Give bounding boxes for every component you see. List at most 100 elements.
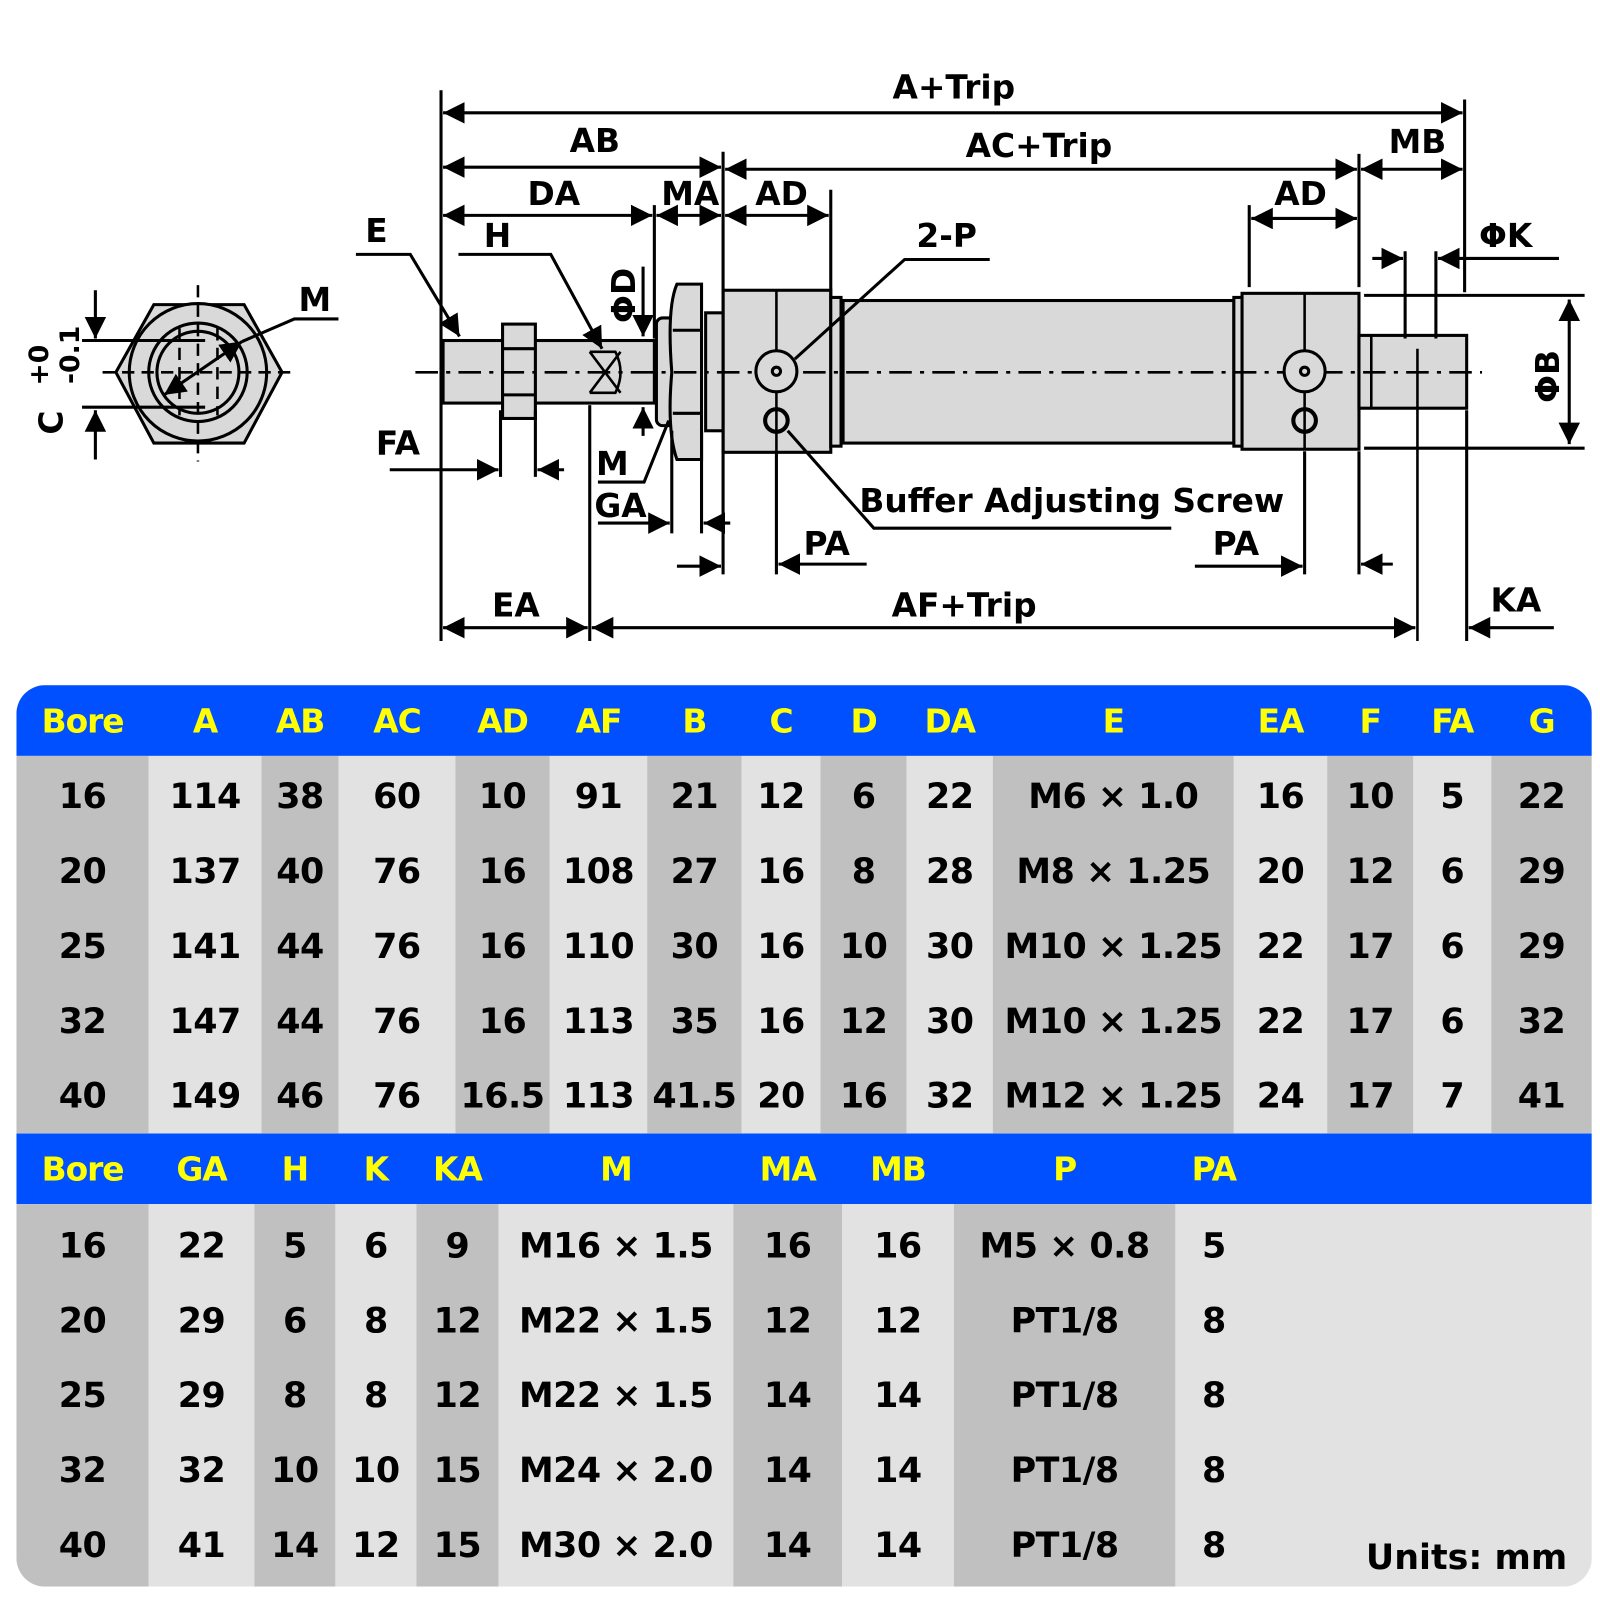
buffer-screw-left	[763, 407, 790, 434]
table-cell: 32	[177, 1449, 226, 1491]
table-cell: 8	[1201, 1374, 1226, 1416]
dimension-lines	[355, 90, 1585, 642]
column-mb	[842, 1204, 954, 1587]
table-header	[16, 1133, 1592, 1205]
table-cell: M6 × 1.0	[1028, 775, 1199, 817]
table-cell: 22	[177, 1225, 226, 1267]
table-cell: 8	[1201, 1449, 1226, 1491]
table-cell: 6	[851, 775, 876, 817]
column-g	[1491, 755, 1592, 1134]
header-e: E	[1102, 701, 1125, 740]
label-af-trip: AF+Trip	[892, 586, 1037, 624]
table-cell: 12	[433, 1374, 482, 1416]
table-cell: 12	[757, 775, 805, 817]
table-cell: 6	[1440, 850, 1465, 892]
table-cell: 12	[839, 1000, 888, 1042]
label-phi-d: ΦD	[605, 268, 643, 323]
table-cell: M24 × 2.0	[518, 1449, 713, 1491]
column-bore	[16, 755, 149, 1134]
table-cell: 76	[373, 1075, 421, 1117]
table-cell: 16	[757, 925, 805, 967]
label-tol-minus: -0.1	[55, 326, 86, 384]
table-cell: 10	[478, 775, 527, 817]
label-ga: GA	[594, 487, 647, 525]
table-cell: 8	[1201, 1299, 1226, 1342]
table-cell: PT1/8	[1010, 1449, 1120, 1491]
table-cell: 20	[58, 1299, 107, 1342]
column-fa	[1413, 755, 1492, 1134]
table-cell: 20	[1256, 850, 1305, 892]
header-da: DA	[924, 701, 976, 740]
header-ma: MA	[759, 1149, 817, 1189]
table-cell: 41	[1517, 1075, 1566, 1117]
header-pa: PA	[1191, 1149, 1237, 1189]
label-c: C	[33, 411, 71, 435]
table-cell: M16 × 1.5	[518, 1225, 713, 1267]
table-cell: 16	[1256, 775, 1305, 817]
table-cell: 32	[58, 1449, 107, 1491]
table-cell: 8	[851, 850, 876, 892]
label-ab: AB	[570, 122, 620, 160]
table-cell: 29	[1517, 850, 1566, 892]
table-cell: 30	[925, 1000, 974, 1042]
column-ac	[338, 755, 456, 1134]
table-cell: 16	[58, 1225, 107, 1267]
table-cell: 7	[1440, 1075, 1465, 1117]
column-f	[1327, 755, 1414, 1134]
column-a	[148, 755, 262, 1134]
table-cell: 14	[763, 1449, 812, 1491]
table-cell: 76	[373, 925, 421, 967]
column-ad	[455, 755, 550, 1134]
header-ea: EA	[1257, 701, 1305, 740]
table-cell: 16	[839, 1075, 888, 1117]
table-cell: PT1/8	[1010, 1299, 1120, 1342]
label-buffer-adjusting-screw: Buffer Adjusting Screw	[859, 482, 1284, 520]
table-cell: 25	[58, 1374, 107, 1416]
table-cell: 29	[177, 1374, 226, 1416]
table-cell: 8	[1201, 1524, 1226, 1566]
table-cell: 29	[1517, 925, 1566, 967]
header-af: AF	[575, 701, 623, 740]
table-cell: 6	[282, 1299, 307, 1342]
table-cell: 16	[478, 850, 527, 892]
table-cell: 91	[574, 775, 623, 817]
units-note: Units: mm	[1365, 1537, 1568, 1579]
table-cell: M12 × 1.25	[1004, 1075, 1223, 1117]
label-ac-trip: AC+Trip	[966, 127, 1113, 165]
table-cell: 8	[282, 1374, 307, 1416]
table-cell: 141	[169, 925, 241, 967]
header-f: F	[1359, 701, 1382, 740]
header-bore: Bore	[41, 1149, 125, 1189]
header-a: A	[192, 701, 218, 740]
header-k: K	[363, 1149, 389, 1189]
header-ad: AD	[477, 701, 529, 740]
table-cell: 44	[276, 1000, 324, 1042]
column-h	[254, 1204, 336, 1587]
column-d	[820, 755, 907, 1134]
table-cell: 10	[352, 1449, 400, 1491]
table-cell: 21	[670, 775, 719, 817]
column-ka	[416, 1204, 499, 1587]
header-ka: KA	[433, 1149, 483, 1189]
table-cell: 15	[433, 1524, 482, 1566]
header-b: B	[682, 701, 707, 740]
label-ma: MA	[661, 175, 720, 213]
column-ga	[148, 1204, 255, 1587]
table-cell: 76	[373, 1000, 421, 1042]
column-ea	[1233, 755, 1328, 1134]
column-ma	[733, 1204, 843, 1587]
table-cell: 30	[925, 925, 974, 967]
header-p: P	[1053, 1149, 1077, 1189]
table-cell: 5	[282, 1225, 307, 1267]
header-fa: FA	[1431, 701, 1474, 740]
table-cell: 16	[757, 850, 805, 892]
column-p	[953, 1204, 1176, 1587]
label-ka: KA	[1490, 581, 1541, 619]
table-cell: 38	[276, 775, 324, 817]
table-cell: 41	[177, 1524, 226, 1566]
header-ga: GA	[176, 1149, 227, 1189]
table-cell: 32	[1517, 1000, 1566, 1042]
header-mb: MB	[870, 1149, 927, 1189]
table-cell: 22	[1517, 775, 1566, 817]
table-cell: 32	[925, 1075, 974, 1117]
